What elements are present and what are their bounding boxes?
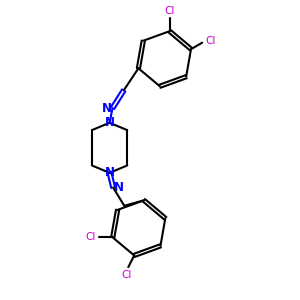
Text: Cl: Cl xyxy=(85,232,96,242)
Text: N: N xyxy=(114,181,124,194)
Text: N: N xyxy=(105,116,115,129)
Text: N: N xyxy=(105,166,115,179)
Text: N: N xyxy=(102,101,112,115)
Text: Cl: Cl xyxy=(164,6,175,16)
Text: Cl: Cl xyxy=(122,270,132,280)
Text: Cl: Cl xyxy=(205,36,216,46)
